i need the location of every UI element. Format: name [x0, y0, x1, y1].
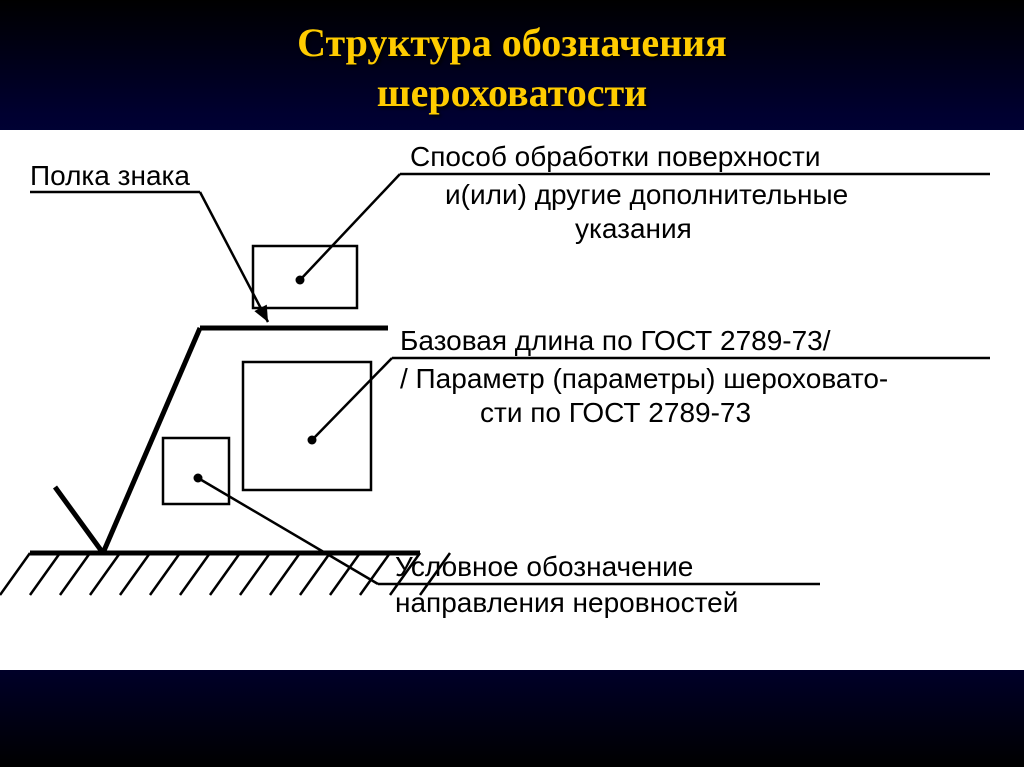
label-base-l3: сти по ГОСТ 2789-73 [480, 397, 751, 428]
label-base-l1: Базовая длина по ГОСТ 2789-73/ [400, 325, 831, 356]
label-polka: Полка знака [30, 160, 190, 191]
label-method-l1: Способ обработки поверхности [410, 141, 821, 172]
label-method-l2: и(или) другие дополнительные [445, 179, 848, 210]
label-dir-l1: Условное обозначение [395, 551, 693, 582]
slide-title: Структура обозначения шероховатости [0, 18, 1024, 118]
label-method-l3: указания [575, 213, 692, 244]
diagram-container: Полка знака Способ обработки поверхности… [0, 130, 1024, 670]
label-base-l2: / Параметр (параметры) шеро­ховато- [400, 363, 888, 394]
slide: Структура обозначения шероховатости Полк… [0, 0, 1024, 767]
title-line-1: Структура обозначения [297, 20, 727, 65]
diagram-svg: Полка знака Способ обработки поверхности… [0, 130, 1024, 670]
hatch-pattern [0, 553, 450, 595]
label-dir-l2: направления неровностей [395, 587, 738, 618]
title-line-2: шероховатости [377, 70, 647, 115]
placeholder-boxes [163, 246, 371, 504]
